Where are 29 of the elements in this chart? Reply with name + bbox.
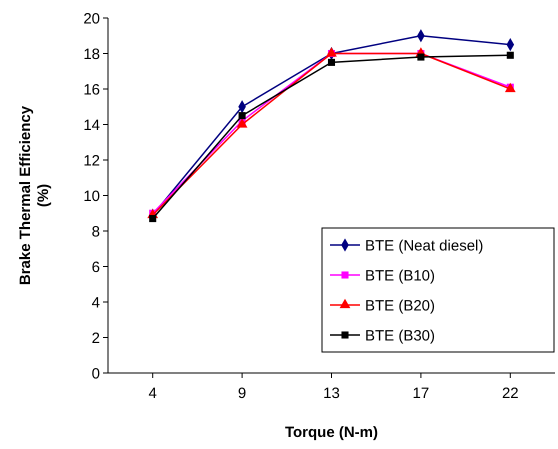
point [236, 118, 248, 128]
y-tick-label: 8 [92, 223, 100, 240]
y-tick-label: 2 [92, 330, 100, 347]
legend-label: BTE (Neat diesel) [365, 237, 484, 254]
point [506, 52, 514, 59]
point [149, 215, 156, 222]
y-tick-label: 10 [83, 188, 100, 205]
x-tick-label: 13 [323, 385, 340, 402]
y-tick-label: 6 [92, 258, 100, 276]
y-tick-label: 4 [92, 294, 100, 312]
x-tick-label: 9 [238, 385, 246, 402]
y-tick-label: 16 [83, 81, 100, 98]
y-tick-label: 14 [83, 116, 100, 134]
x-tick-label: 22 [502, 385, 519, 402]
x-tick-label: 17 [412, 385, 430, 402]
point [328, 58, 336, 66]
point [238, 112, 246, 120]
legend-label: BTE (B30) [365, 327, 436, 344]
x-axis-title: Torque (N-m) [284, 424, 378, 441]
x-tick-label: 4 [148, 385, 157, 402]
y-tick-label: 18 [83, 46, 100, 63]
point [326, 47, 337, 57]
y-tick-label: 20 [83, 10, 100, 28]
point [417, 54, 424, 61]
y-axis-title: Brake Thermal Efficiency (%) [17, 105, 52, 286]
y-tick-label: 12 [83, 152, 100, 170]
y-tick-label: 0 [92, 365, 100, 382]
legend-label: BTE (B20) [365, 297, 436, 314]
legend-label: BTE (B10) [365, 267, 436, 284]
